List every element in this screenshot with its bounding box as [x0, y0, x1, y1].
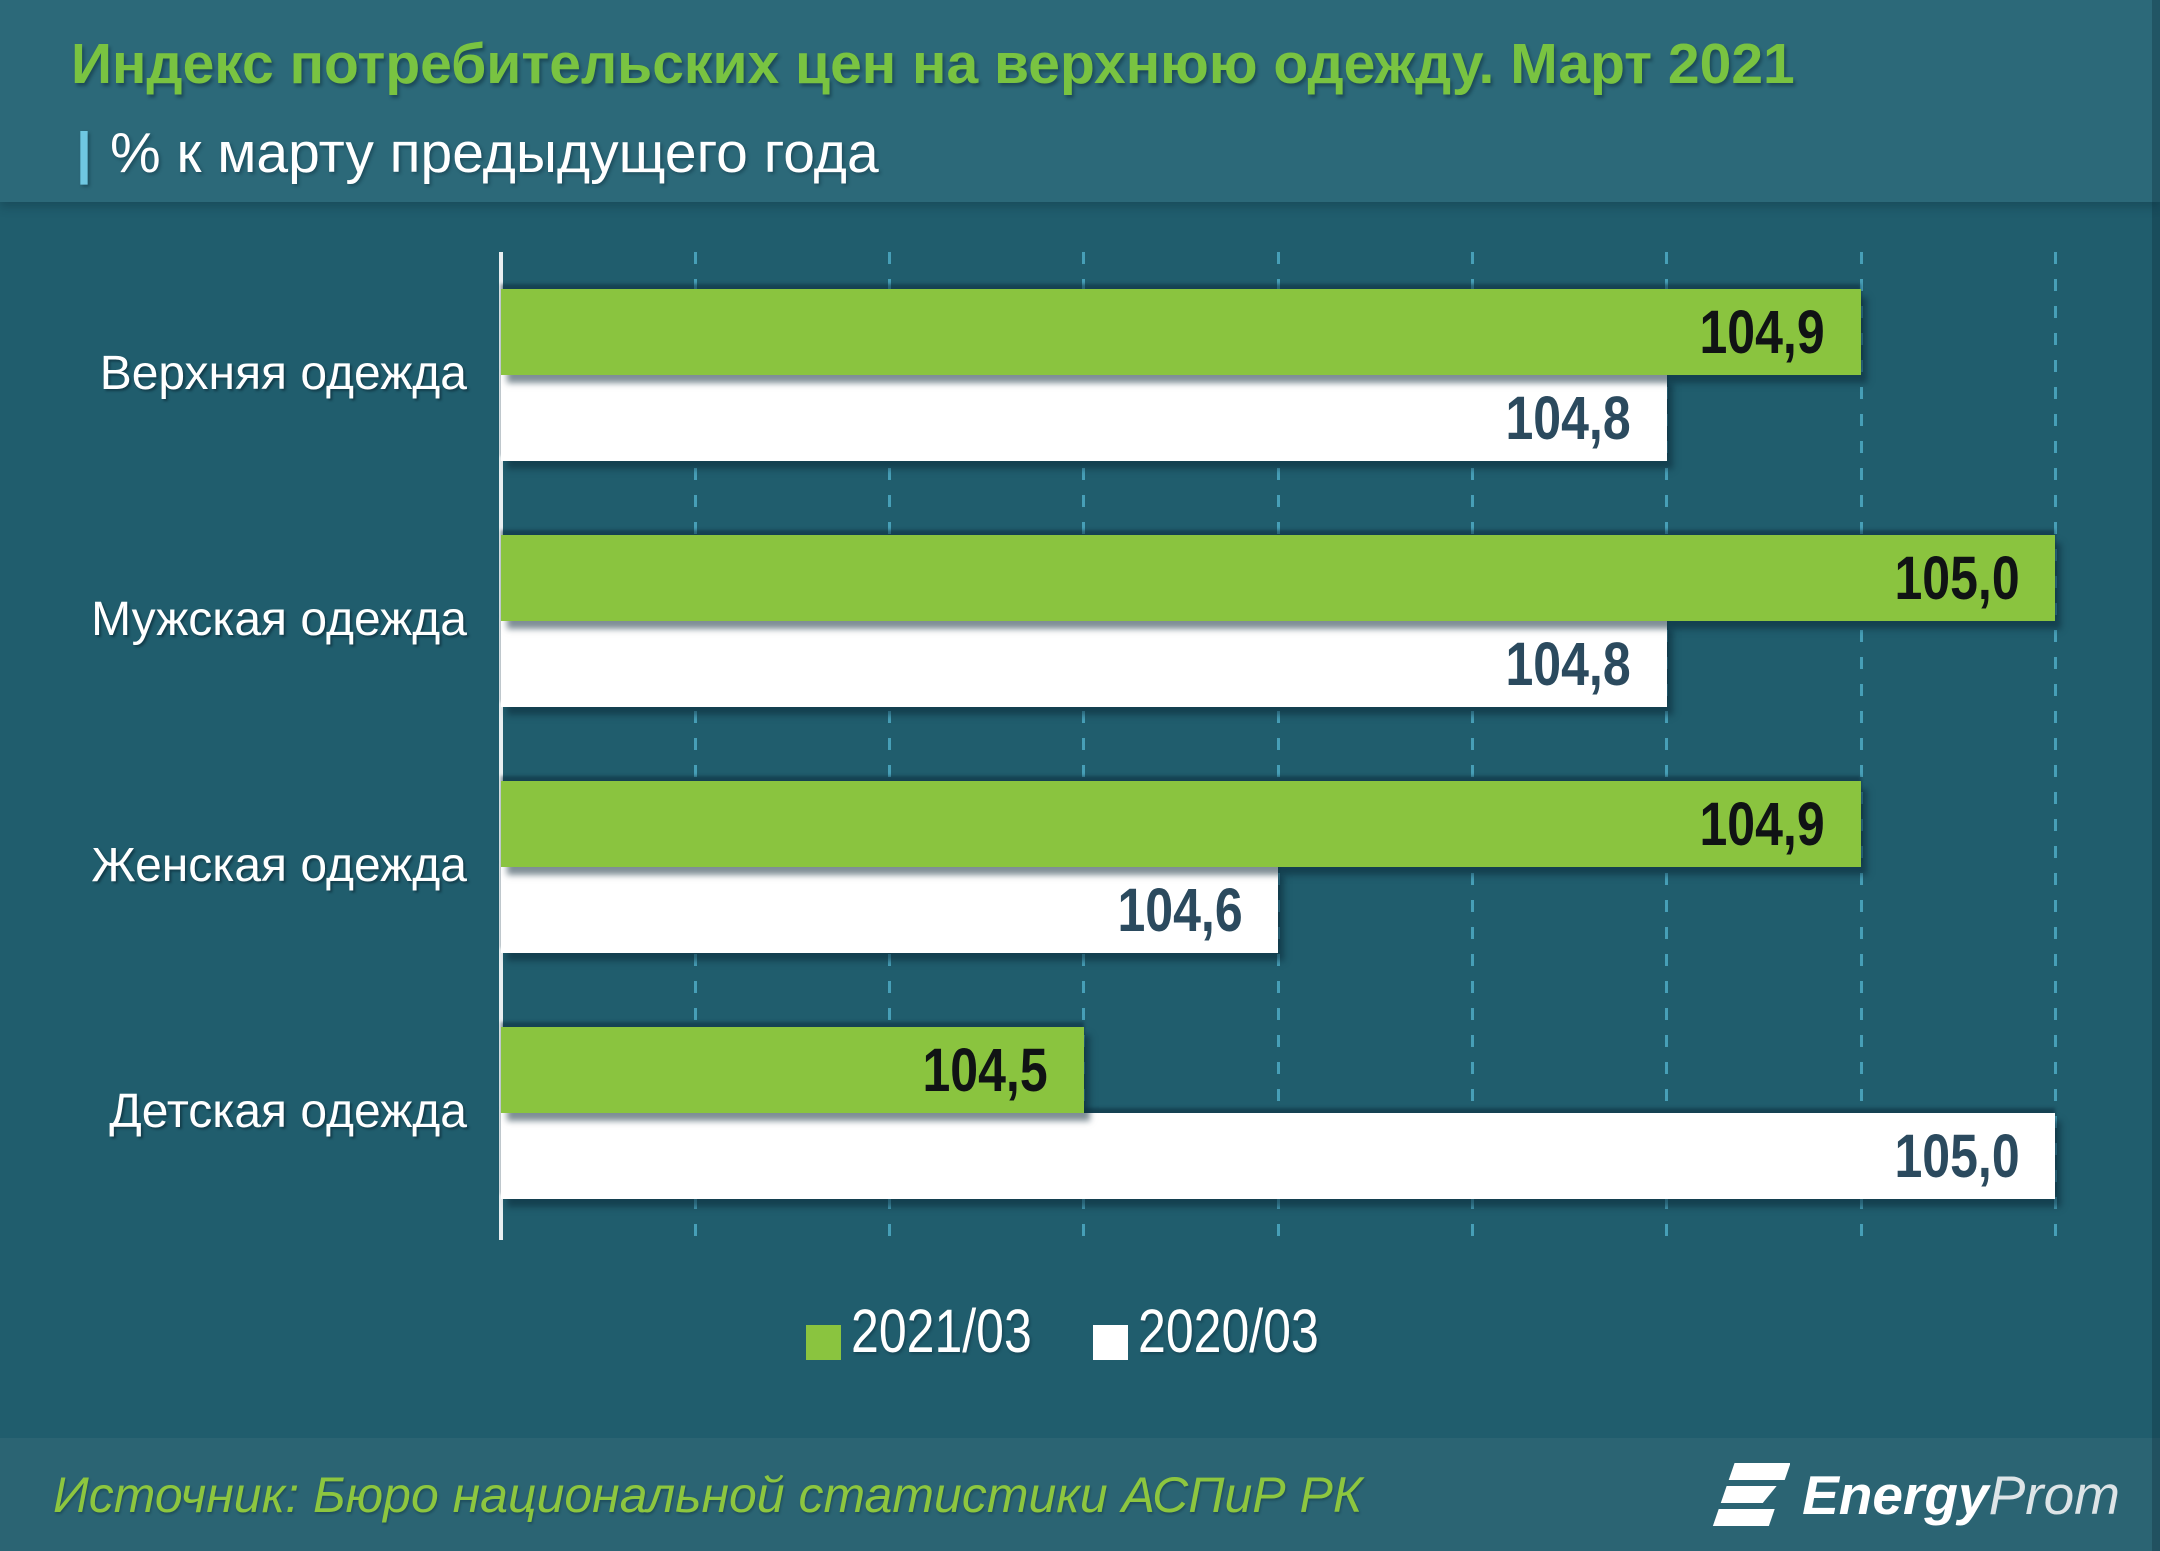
gridline: [693, 252, 697, 1240]
category-label: Мужская одежда: [91, 593, 467, 646]
chart-subtitle: |% к марту предыдущего года: [76, 125, 879, 182]
energyprom-logo-icon: [1712, 1462, 1791, 1526]
legend-label: 2021/03: [851, 1297, 1032, 1365]
bar-2021/03-4: 104,5: [501, 1027, 1084, 1113]
right-edge-shade: [2152, 0, 2160, 1551]
chart-header: Индекс потребительских цен на верхнюю од…: [0, 0, 2160, 202]
gridline: [1665, 252, 1669, 1240]
bar-2020/03-4: 105,0: [501, 1113, 2056, 1199]
bar-value-label: 104,9: [1699, 790, 1826, 858]
bar-value-label: 104,5: [922, 1036, 1048, 1104]
legend-label: 2020/03: [1138, 1297, 1319, 1365]
bar-value-label: 104,6: [1117, 876, 1243, 944]
bar-value-label: 104,8: [1505, 630, 1631, 698]
chart-title: Индекс потребительских цен на верхнюю од…: [71, 32, 1795, 96]
gridline: [2053, 252, 2057, 1240]
category-label: Верхняя одежда: [99, 347, 467, 400]
bar-2021/03-2: 105,0: [501, 535, 2056, 621]
category-label: Детская одежда: [109, 1085, 467, 1138]
bar-value-label: 105,0: [1894, 544, 2020, 612]
y-axis-line: [499, 252, 503, 1240]
category-label: Женская одежда: [91, 839, 467, 892]
legend-swatch-white: [1093, 1325, 1128, 1360]
gridline: [1471, 252, 1474, 1240]
bar-2021/03-1: 104,9: [501, 289, 1862, 375]
chart-subtitle-text: % к марту предыдущего года: [109, 121, 879, 185]
gridline: [1082, 252, 1086, 1240]
bar-value-label: 105,0: [1894, 1122, 2020, 1190]
bar-2020/03-3: 104,6: [501, 867, 1279, 953]
brand: EnergyProm: [1706, 1453, 2120, 1537]
bar-2021/03-3: 104,9: [501, 781, 1862, 867]
brand-text-light: Prom: [1988, 1463, 2120, 1526]
bar-2020/03-2: 104,8: [501, 621, 1667, 707]
brand-text: EnergyProm: [1802, 1463, 2120, 1527]
bar-value-label: 104,8: [1505, 384, 1631, 452]
gridline: [888, 252, 892, 1240]
chart-footer: Источник: Бюро национальной статистики А…: [0, 1438, 2160, 1551]
bar-value-label: 104,9: [1699, 298, 1826, 366]
subtitle-pipe-icon: |: [76, 121, 92, 185]
gridline: [1276, 252, 1280, 1240]
gridline: [1859, 252, 1863, 1240]
legend-swatch-green: [806, 1325, 841, 1360]
brand-text-bold: Energy: [1802, 1463, 1989, 1526]
source-note: Источник: Бюро национальной статистики А…: [53, 1466, 1363, 1523]
bar-2020/03-1: 104,8: [501, 375, 1667, 461]
